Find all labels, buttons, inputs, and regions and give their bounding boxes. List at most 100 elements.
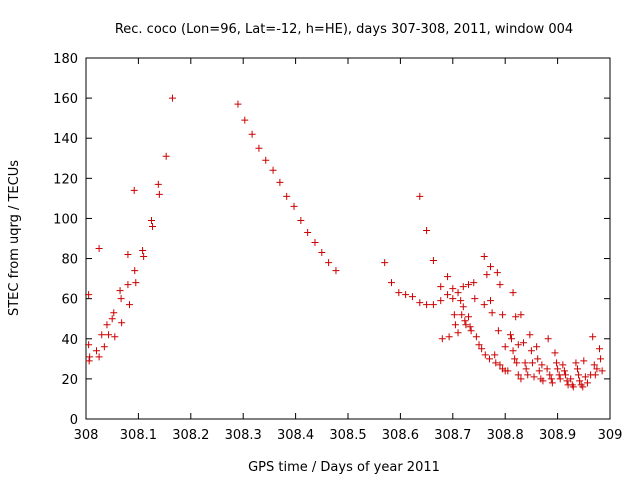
data-point	[471, 295, 479, 303]
data-point	[85, 357, 93, 365]
data-point	[590, 361, 598, 369]
data-point	[472, 333, 480, 341]
data-point	[155, 190, 163, 198]
data-point	[512, 313, 520, 321]
data-point	[459, 283, 467, 291]
data-point	[483, 271, 491, 279]
data-point	[574, 365, 582, 373]
data-point	[148, 216, 155, 224]
data-point	[560, 367, 568, 375]
data-point	[561, 371, 569, 379]
data-point	[547, 375, 555, 383]
data-point	[528, 359, 536, 367]
x-tick-label: 308.4	[277, 428, 314, 443]
data-point	[499, 311, 507, 319]
data-point	[387, 279, 395, 287]
x-tick-label: 308.6	[382, 428, 419, 443]
data-point	[521, 359, 529, 367]
data-point	[501, 343, 509, 351]
data-point	[509, 347, 517, 355]
data-point	[583, 379, 591, 387]
x-tick-label: 309	[598, 428, 623, 443]
data-point	[459, 303, 467, 311]
data-point	[507, 335, 515, 343]
data-point	[416, 192, 424, 200]
y-tick-label: 0	[70, 413, 78, 428]
x-axis-label: GPS time / Days of year 2011	[248, 460, 440, 475]
x-tick-label: 308.8	[487, 428, 524, 443]
y-tick-label: 120	[53, 172, 78, 187]
data-point	[546, 371, 554, 379]
data-point	[487, 297, 495, 305]
data-point	[325, 259, 333, 267]
data-point	[506, 331, 514, 339]
data-point	[140, 253, 148, 261]
data-point	[116, 287, 124, 295]
data-point	[423, 301, 431, 309]
data-point	[559, 361, 567, 369]
x-tick-label: 308.7	[434, 428, 471, 443]
data-point	[297, 216, 305, 224]
data-point	[496, 281, 504, 289]
plot-frame	[85, 57, 611, 420]
data-point	[255, 144, 263, 152]
data-point	[597, 355, 605, 363]
data-point	[556, 375, 564, 383]
data-point	[466, 323, 474, 331]
data-point	[304, 228, 312, 236]
y-tick-label: 140	[53, 132, 78, 147]
data-point	[95, 353, 103, 361]
data-point	[514, 371, 522, 379]
data-point	[554, 365, 562, 373]
data-point	[395, 289, 403, 297]
data-point	[429, 257, 437, 265]
data-point	[234, 100, 242, 108]
data-point	[593, 365, 601, 373]
data-point	[451, 321, 459, 329]
data-point	[517, 375, 525, 383]
data-point	[533, 343, 541, 351]
data-point	[290, 202, 298, 210]
x-tick-label: 308.2	[172, 428, 209, 443]
data-point	[538, 361, 546, 369]
data-point	[575, 371, 583, 379]
data-point	[475, 341, 483, 349]
data-point	[450, 311, 458, 319]
y-tick-label: 160	[53, 92, 78, 107]
data-point	[124, 251, 132, 259]
y-tick-label: 80	[61, 253, 78, 268]
data-point	[283, 192, 291, 200]
data-point	[248, 130, 256, 138]
data-point	[485, 355, 493, 363]
y-axis-label: STEC from uqrg / TECUs	[7, 160, 22, 316]
data-point	[563, 377, 571, 385]
data-point	[514, 341, 522, 349]
data-point	[596, 345, 604, 353]
data-point	[381, 259, 389, 267]
data-point	[520, 339, 528, 347]
y-tick-label: 180	[53, 52, 78, 67]
data-point	[465, 281, 473, 289]
data-point	[513, 359, 521, 367]
data-point	[487, 263, 495, 271]
data-point	[95, 245, 103, 253]
data-point	[438, 335, 446, 343]
data-point	[569, 383, 577, 391]
data-point	[125, 301, 133, 309]
data-point	[544, 335, 552, 343]
data-point	[86, 353, 94, 361]
data-point	[118, 319, 126, 327]
y-tick-label: 100	[53, 212, 78, 227]
y-tick-label: 40	[61, 333, 78, 348]
data-point	[488, 309, 496, 317]
data-point	[98, 331, 106, 339]
data-point	[551, 349, 559, 357]
axis-ticks: 308 308.1 308.2 308.3 308.4 308.5 308.6 308.7 30…	[53, 52, 622, 443]
data-point	[110, 309, 118, 317]
data-point	[496, 361, 504, 369]
data-point	[527, 347, 535, 355]
data-point	[444, 273, 452, 281]
data-point	[598, 367, 606, 375]
data-point	[454, 289, 462, 297]
